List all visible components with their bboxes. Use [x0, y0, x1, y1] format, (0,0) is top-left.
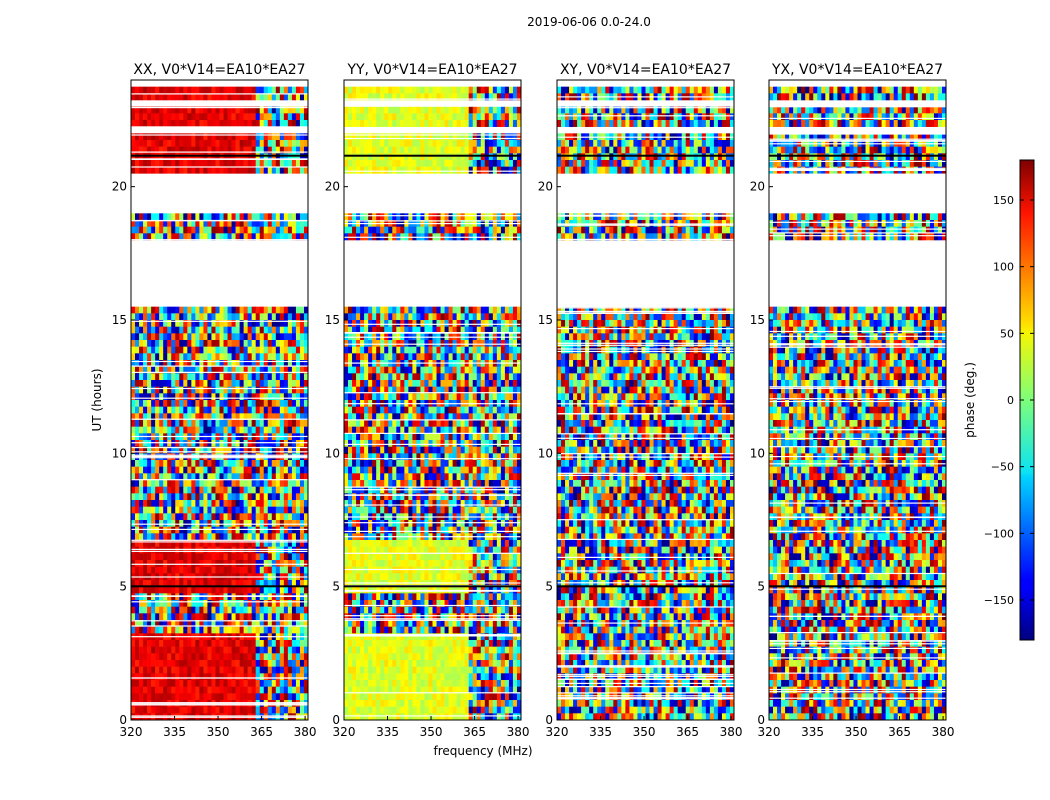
colorbar-tick-label: −100 — [984, 527, 1014, 540]
y-tick-label: 0 — [332, 713, 340, 727]
panel-heatmap — [769, 86, 947, 721]
y-tick-label: 10 — [112, 446, 127, 460]
x-tick-label: 335 — [589, 725, 612, 739]
panel-frame — [556, 79, 735, 721]
y-tick-label: 5 — [332, 580, 340, 594]
colorbar-tick-label: 0 — [1007, 394, 1014, 407]
colorbar-tick-label: −150 — [984, 594, 1014, 607]
panel-heatmap — [557, 86, 735, 721]
colorbar-tick-label: 150 — [993, 194, 1014, 207]
y-tick-label: 15 — [112, 313, 127, 327]
x-tick-label: 350 — [845, 725, 868, 739]
x-tick-label: 365 — [463, 725, 486, 739]
x-tick-label: 380 — [294, 725, 317, 739]
x-tick-label: 365 — [888, 725, 911, 739]
x-tick-label: 320 — [758, 725, 781, 739]
x-tick-label: 380 — [507, 725, 530, 739]
x-tick-label: 320 — [120, 725, 143, 739]
y-tick-label: 20 — [538, 180, 553, 194]
y-tick-label: 20 — [325, 180, 340, 194]
y-tick-label: 5 — [119, 580, 127, 594]
x-tick-label: 335 — [163, 725, 186, 739]
x-tick-label: 320 — [333, 725, 356, 739]
x-axis-label: frequency (MHz) — [433, 744, 532, 758]
y-axis-label: UT (hours) — [90, 368, 104, 431]
y-tick-label: 0 — [757, 713, 765, 727]
colorbar-tick-label: 100 — [993, 261, 1014, 274]
panel-heatmap — [344, 86, 522, 721]
y-tick-label: 15 — [750, 313, 765, 327]
y-tick-label: 10 — [325, 446, 340, 460]
y-tick-label: 15 — [538, 313, 553, 327]
panel-title: XX, V0*V14=EA10*EA27 — [133, 62, 305, 78]
panel-heatmap — [131, 86, 309, 721]
panel-frame — [343, 79, 522, 721]
panel-0: XX, V0*V14=EA10*EA27 320 335 350 365 380 0 5 10 1… — [112, 62, 317, 739]
y-tick-label: 0 — [545, 713, 553, 727]
panel-title: YX, V0*V14=EA10*EA27 — [771, 62, 943, 78]
panel-frame — [130, 79, 309, 721]
x-tick-label: 335 — [801, 725, 824, 739]
x-tick-label: 380 — [720, 725, 743, 739]
colorbar-tick-label: 50 — [1000, 327, 1014, 340]
colorbar-label: phase (deg.) — [963, 362, 977, 438]
panel-title: YY, V0*V14=EA10*EA27 — [346, 62, 517, 78]
x-tick-label: 350 — [207, 725, 230, 739]
figure-title: 2019-06-06 0.0-24.0 — [527, 15, 651, 29]
panel-title: XY, V0*V14=EA10*EA27 — [560, 62, 731, 78]
x-tick-label: 350 — [633, 725, 656, 739]
panel-1: YY, V0*V14=EA10*EA27 320 335 350 365 380 0 5 10 1… — [325, 62, 530, 739]
x-tick-label: 335 — [376, 725, 399, 739]
y-tick-label: 5 — [757, 580, 765, 594]
x-tick-label: 365 — [676, 725, 699, 739]
y-tick-label: 0 — [119, 713, 127, 727]
x-tick-label: 380 — [932, 725, 955, 739]
colorbar: 150 100 50 0 −50 −100 −150 phase (deg.) — [963, 159, 1035, 641]
panel-3: YX, V0*V14=EA10*EA27 320 335 350 365 380 0 5 10 1… — [750, 62, 955, 739]
y-tick-label: 10 — [538, 446, 553, 460]
y-tick-label: 5 — [545, 580, 553, 594]
y-tick-label: 15 — [325, 313, 340, 327]
x-tick-label: 350 — [420, 725, 443, 739]
y-tick-label: 20 — [750, 180, 765, 194]
x-tick-label: 320 — [546, 725, 569, 739]
x-tick-label: 365 — [250, 725, 273, 739]
y-tick-label: 10 — [750, 446, 765, 460]
panel-frame — [768, 79, 947, 721]
colorbar-tick-label: −50 — [991, 461, 1014, 474]
panel-2: XY, V0*V14=EA10*EA27 320 335 350 365 380 0 5 10 1… — [538, 62, 743, 739]
y-tick-label: 20 — [112, 180, 127, 194]
